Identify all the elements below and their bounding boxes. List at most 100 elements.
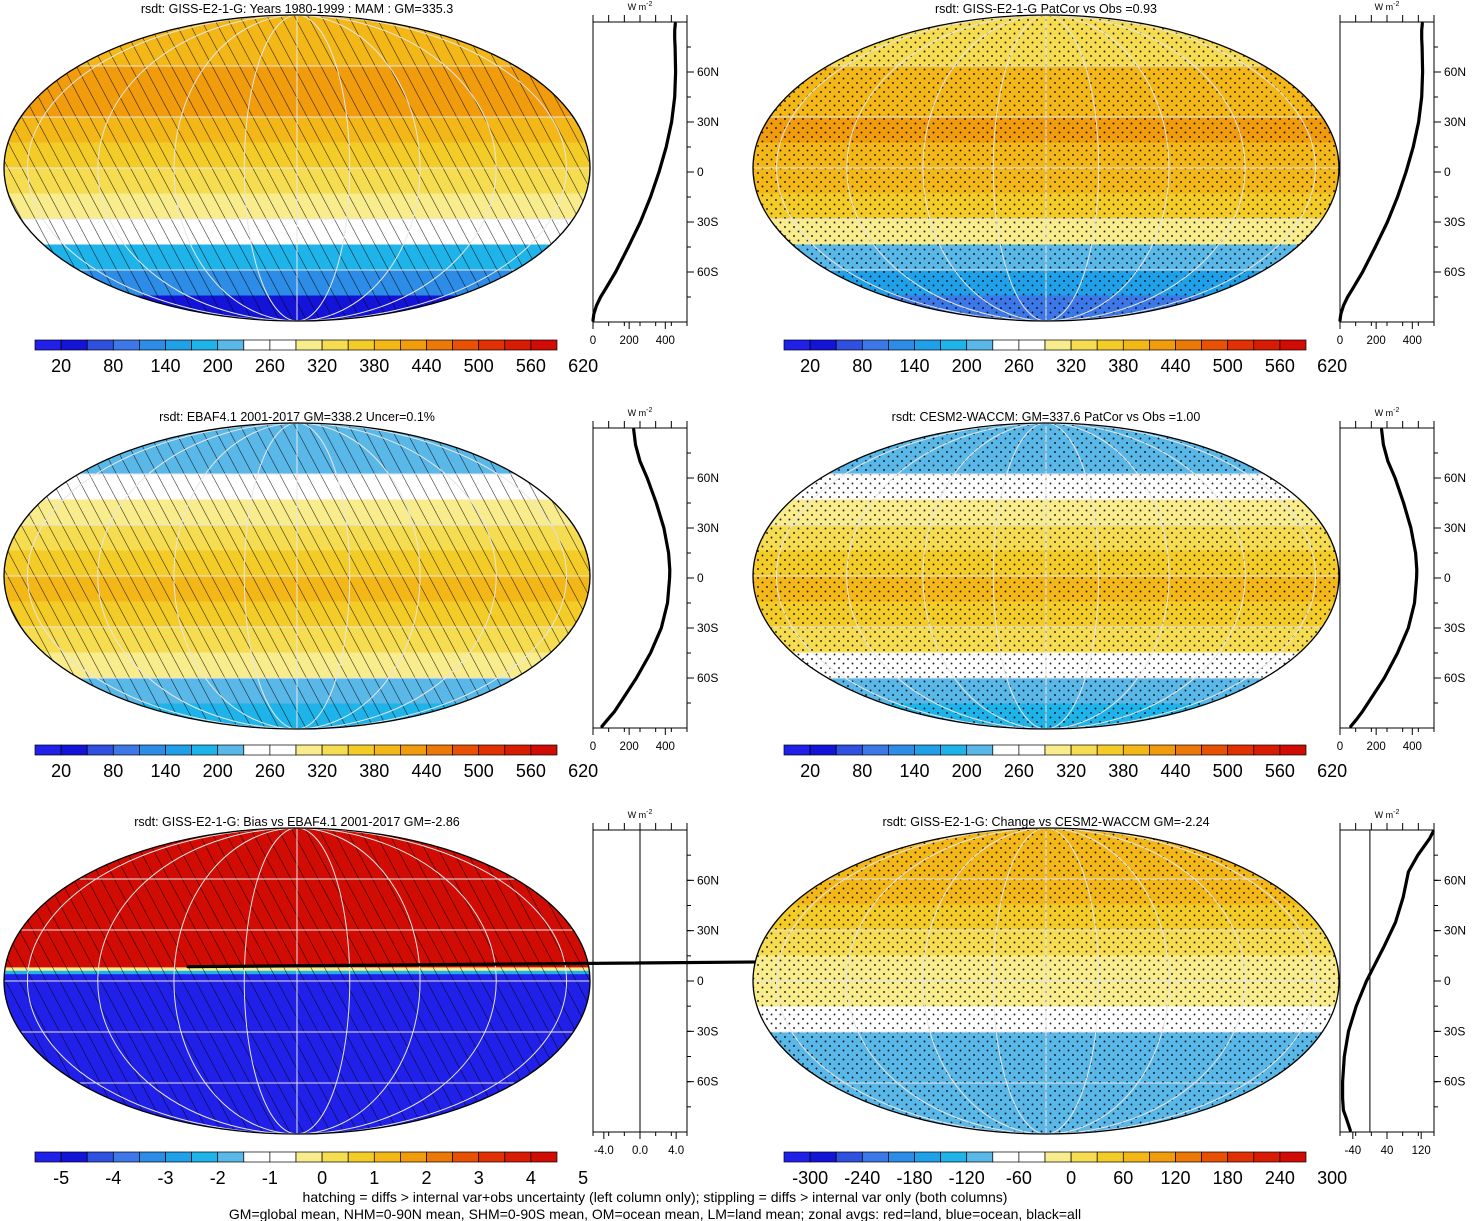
colorbar-swatch [373,339,401,351]
colorbar-swatch [1018,744,1046,756]
colorbar-swatch [452,339,480,351]
colorbar: 20 80 140 200 260 320 380 440 500 560 620 [34,339,598,376]
zonal-x-tick-label: 400 [1403,741,1422,753]
colorbar-swatch [243,744,271,756]
colorbar-swatch [347,339,375,351]
zonal-lat-tick-label: 0 [697,974,704,988]
graticule-meridian [992,15,1047,321]
colorbar-swatch [1227,339,1255,351]
colorbar-swatch [1175,339,1202,351]
zonal-frame [1339,427,1435,729]
panel-title: rsdt: GISS-E2-1-G PatCor vs Obs =0.93 [935,2,1157,16]
colorbar-tick-label: -300 [792,1168,828,1188]
colorbar-swatch [165,1151,192,1163]
colorbar-swatch [139,744,166,756]
zonal-units: W m-2 [1375,407,1400,418]
map-outline [3,827,591,1135]
colorbar-swatch [530,339,558,351]
colorbar-tick-label: 140 [150,356,180,376]
zonal-frame [1339,21,1435,323]
colorbar-tick-label: 200 [203,356,233,376]
colorbar-swatch [1122,1151,1150,1163]
colorbar: 20 80 140 200 260 320 380 440 500 560 620 [783,744,1347,781]
colorbar-swatch [1096,744,1124,756]
colorbar-tick-label: 200 [203,761,233,781]
zonal-lat-tick-label: 60S [1444,1075,1465,1089]
zonal-lat-tick-label: 30N [697,521,719,535]
colorbar-tick-label: 560 [516,761,546,781]
colorbar-swatch [888,1151,915,1163]
zonal-lat-tick-label: 60N [1444,873,1466,887]
graticule-meridian [296,423,421,729]
graticule-meridian [846,828,1047,1134]
colorbar-swatch [217,744,245,756]
zonal-units: W m-2 [1375,809,1400,820]
colorbar-swatch [269,1151,297,1163]
colorbar-swatch [243,339,271,351]
colorbar-swatch [992,744,1020,756]
colorbar-swatch [1201,339,1229,351]
colorbar-swatch [400,744,427,756]
colorbar-tick-label: 380 [359,356,389,376]
colorbar-swatch [86,339,114,351]
graticule-meridian [243,15,298,321]
colorbar-swatch [809,1151,837,1163]
panel-title: rsdt: GISS-E2-1-G: Change vs CESM2-WACCM… [882,815,1209,829]
colorbar-tick-label: 80 [103,761,123,781]
zonal-x-tick-label: 200 [620,741,639,753]
zonal-lat-tick-label: 60N [697,873,719,887]
colorbar-swatch [1279,744,1307,756]
panel-change: rsdt: GISS-E2-1-G: Change vs CESM2-WACCM… [752,809,1466,1188]
colorbar-tick-label: 320 [307,356,337,376]
colorbar-swatch [940,1151,968,1163]
colorbar-swatch [835,744,863,756]
graticule-meridian [296,423,351,729]
colorbar-tick-label: 440 [411,761,441,781]
colorbar-tick-label: 260 [255,761,285,781]
colorbar-tick-label: 20 [51,761,71,781]
colorbar-swatch [1201,744,1229,756]
zonal-lat-tick-label: 30N [697,924,719,938]
panel-obs-climatology: rsdt: EBAF4.1 2001-2017 GM=338.2 Uncer=0… [3,407,719,781]
colorbar-tick-label: -5 [53,1168,69,1188]
zonal-x-tick-label: 200 [1367,741,1386,753]
graticule-meridian [992,828,1047,1134]
colorbar-swatch [1070,1151,1098,1163]
footer-line-2: GM=global mean, NHM=0-90N mean, SHM=0-90… [229,1206,1081,1221]
colorbar: 20 80 140 200 260 320 380 440 500 560 620 [783,339,1347,376]
graticule-meridian [1045,828,1170,1134]
colorbar-swatch [966,744,994,756]
zonal-x-tick-label: 0 [1337,741,1343,753]
graticule-meridian [775,15,1047,321]
colorbar-tick-label: 620 [1317,356,1347,376]
graticule-meridian [922,15,1047,321]
panel-title: rsdt: GISS-E2-1-G: Bias vs EBAF4.1 2001-… [134,815,460,829]
panel-reference-model: rsdt: CESM2-WACCM: GM=337.6 PatCor vs Ob… [752,407,1466,781]
colorbar-tick-label: 620 [568,356,598,376]
colorbar-swatch [1070,744,1098,756]
colorbar-swatch [1096,1151,1124,1163]
graticule-meridian [173,828,298,1134]
zonal-frame [592,427,688,729]
colorbar-tick-label: 620 [568,761,598,781]
colorbar-swatch [835,1151,863,1163]
colorbar-swatch [139,1151,166,1163]
colorbar-tick-label: 140 [899,356,929,376]
colorbar-swatch [1149,744,1176,756]
colorbar-tick-label: 260 [1004,356,1034,376]
colorbar-swatch [1096,339,1124,351]
colorbar-swatch [1070,339,1098,351]
graticule-meridian [296,828,497,1134]
colorbar-swatch [1018,339,1046,351]
colorbar-tick-label: -60 [1006,1168,1032,1188]
zonal-x-tick-label: -40 [1345,1145,1362,1157]
colorbar-tick-label: 560 [516,356,546,376]
panel-title: rsdt: GISS-E2-1-G: Years 1980-1999 : MAM… [141,2,453,16]
colorbar-swatch [478,744,506,756]
colorbar-swatch [1227,1151,1255,1163]
zonal-mean-line [600,428,672,728]
graticule-meridian [26,15,298,321]
colorbar-tick-label: 500 [1213,356,1243,376]
colorbar-tick-label: 2 [421,1168,431,1188]
colorbar-swatch [321,744,349,756]
